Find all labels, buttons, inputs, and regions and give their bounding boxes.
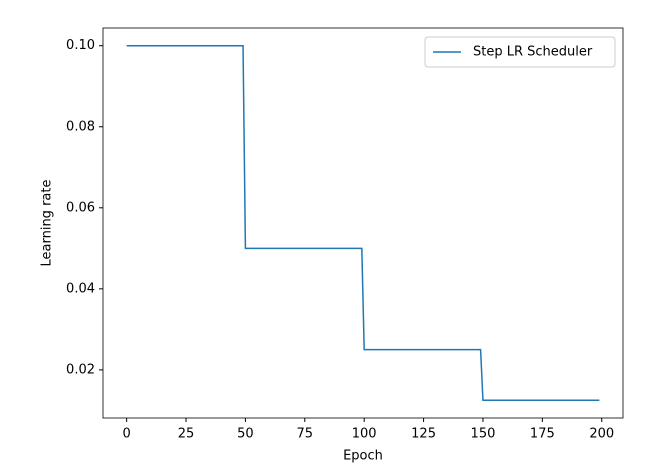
x-tick-label: 150 [471,427,496,442]
x-tick-label: 0 [122,427,130,442]
y-tick-label: 0.02 [66,362,95,377]
x-tick-label: 75 [297,427,314,442]
y-tick-label: 0.04 [66,281,95,296]
x-axis-label: Epoch [343,449,383,464]
legend-box [424,36,616,68]
x-tick-label: 125 [411,427,436,442]
x-tick-label: 100 [352,427,377,442]
legend-label: Step LR Scheduler [473,45,593,60]
y-tick-label: 0.06 [66,200,95,215]
x-tick-label: 175 [530,427,555,442]
x-tick-label: 200 [589,427,614,442]
y-axis-label: Learning rate [40,180,55,267]
y-tick-label: 0.08 [66,119,95,134]
x-tick-label: 25 [178,427,195,442]
x-tick-label: 50 [237,427,254,442]
axes-frame [102,27,624,419]
line [126,44,600,402]
y-tick-label: 0.10 [66,38,95,53]
